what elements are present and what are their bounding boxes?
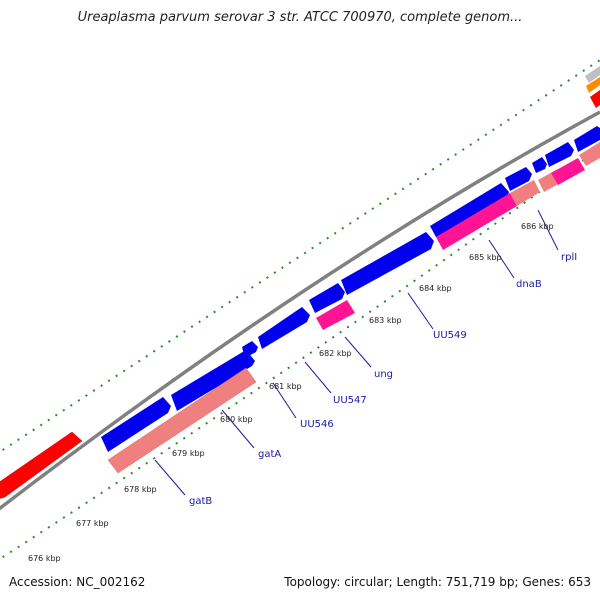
gene-label-layer: gatB gatA UU546 UU547 ung UU549 dnaB rplI <box>189 252 577 507</box>
gene-label-leaders <box>154 209 559 496</box>
gene-label-dnab[interactable]: dnaB <box>516 279 542 290</box>
gene-arrow-reverse[interactable] <box>107 367 257 474</box>
gene-label-gata[interactable]: gatA <box>258 449 281 460</box>
gene-label-rpli[interactable]: rplI <box>561 252 577 263</box>
gene-arrow-forward[interactable] <box>101 397 171 452</box>
gene-arrow-forward[interactable] <box>505 167 532 191</box>
gene-arrow-forward[interactable] <box>171 350 255 411</box>
gene-arrow-rna[interactable] <box>551 158 585 185</box>
gene-arrow-forward[interactable] <box>258 307 310 349</box>
gene-arrow-red[interactable] <box>0 431 83 500</box>
outer-tick-ring <box>0 59 600 453</box>
gene-label-uu546[interactable]: UU546 <box>300 419 334 430</box>
gene-label-gatb[interactable]: gatB <box>189 496 212 507</box>
inner-tick-ring <box>0 147 600 560</box>
kbp-label: 680 kbp <box>220 415 253 424</box>
gene-arrow-forward[interactable] <box>309 283 345 313</box>
kbp-label: 686 kbp <box>521 222 554 231</box>
gene-arrow-rna[interactable] <box>316 300 355 330</box>
gene-arrow-red-top[interactable] <box>590 90 600 108</box>
kbp-label: 682 kbp <box>319 349 352 358</box>
kbp-label: 679 kbp <box>172 449 205 458</box>
gene-arrow-forward[interactable] <box>430 183 509 237</box>
gene-label-ung[interactable]: ung <box>374 369 393 380</box>
map-title: Ureaplasma parvum serovar 3 str. ATCC 70… <box>77 10 523 25</box>
gene-arrow-orange[interactable] <box>586 77 600 93</box>
kbp-label: 677 kbp <box>76 519 109 528</box>
gene-arrow-reverse[interactable] <box>510 180 540 206</box>
kbp-label: 678 kbp <box>124 485 157 494</box>
gene-arrow-forward[interactable] <box>574 126 600 152</box>
gene-label-uu549[interactable]: UU549 <box>433 330 467 341</box>
gene-arrow-forward[interactable] <box>545 142 574 167</box>
gene-arrow-forward[interactable] <box>532 157 547 173</box>
gene-label-uu547[interactable]: UU547 <box>333 395 367 406</box>
kbp-label: 684 kbp <box>419 284 452 293</box>
gene-arrow-forward[interactable] <box>341 232 434 295</box>
kbp-label: 676 kbp <box>28 554 61 563</box>
genome-stats-label: Topology: circular; Length: 751,719 bp; … <box>284 575 591 589</box>
gene-arrow-forward[interactable] <box>242 341 258 358</box>
kbp-label-layer: 676 kbp 677 kbp 678 kbp 679 kbp 680 kbp 681 k… <box>28 222 554 563</box>
kbp-label: 685 kbp <box>469 253 502 262</box>
kbp-label: 683 kbp <box>369 316 402 325</box>
kbp-label: 681 kbp <box>269 382 302 391</box>
gene-arrow-rna[interactable] <box>436 193 517 250</box>
accession-label: Accession: NC_002162 <box>9 575 146 589</box>
gene-arrow-gray[interactable] <box>585 66 600 83</box>
genome-backbone <box>0 110 600 511</box>
gene-arrow-reverse[interactable] <box>579 142 600 166</box>
